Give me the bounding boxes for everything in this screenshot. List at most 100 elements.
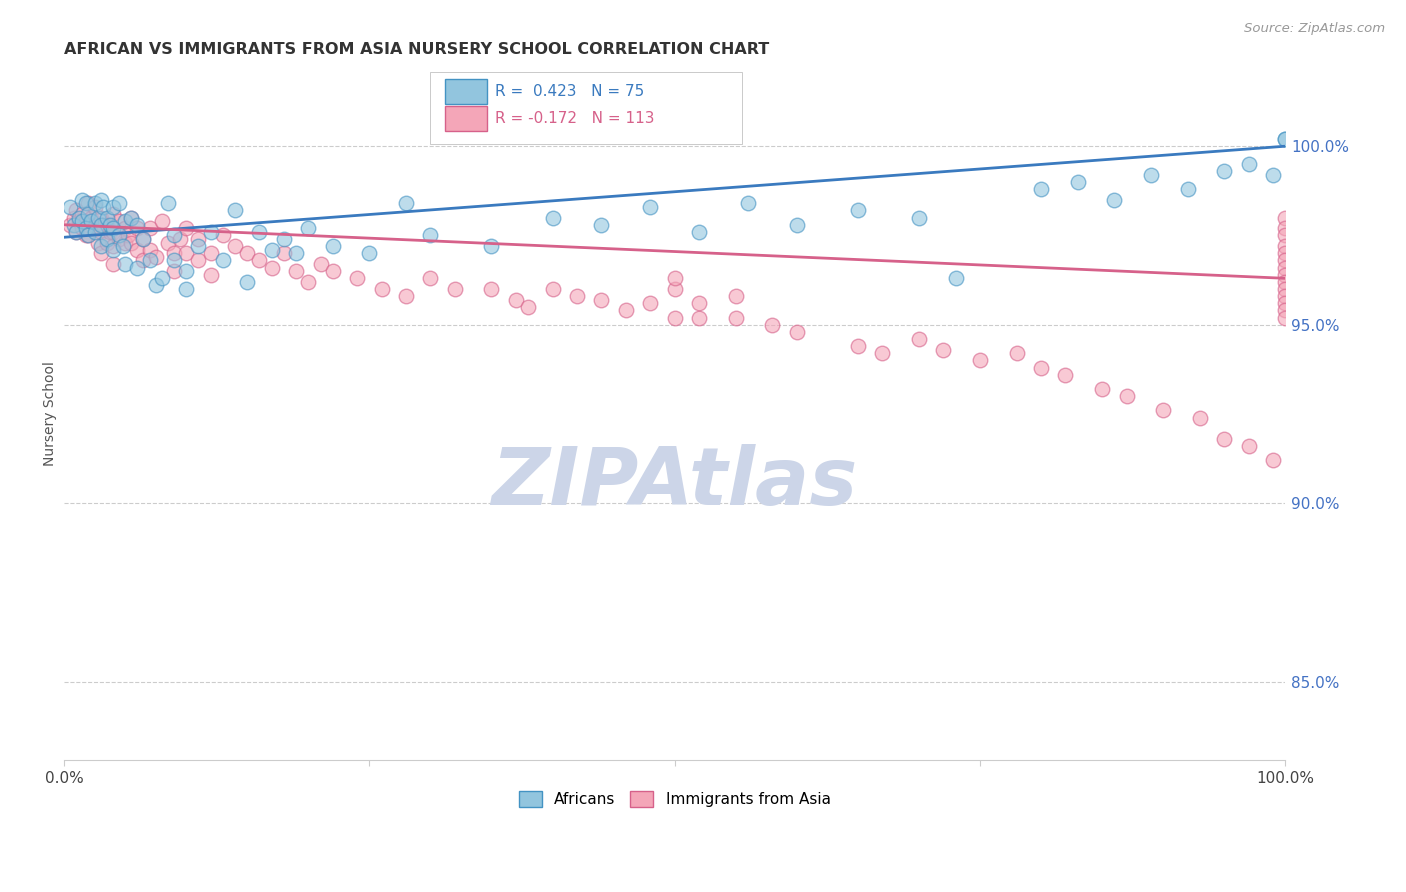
Point	[200, 225, 222, 239]
Text: R =  0.423   N = 75: R = 0.423 N = 75	[495, 85, 644, 99]
Point	[481, 282, 503, 296]
Point	[1274, 211, 1296, 225]
Point	[688, 296, 710, 310]
Point	[908, 332, 931, 346]
Point	[96, 235, 118, 250]
Point	[169, 232, 191, 246]
Legend: Africans, Immigrants from Asia: Africans, Immigrants from Asia	[510, 784, 838, 815]
Point	[114, 257, 136, 271]
Point	[664, 271, 686, 285]
Point	[96, 218, 118, 232]
Point	[297, 275, 319, 289]
Point	[1188, 410, 1211, 425]
Point	[77, 218, 100, 232]
Point	[395, 196, 418, 211]
Point	[77, 228, 100, 243]
Point	[150, 214, 173, 228]
Point	[163, 228, 186, 243]
Point	[761, 318, 783, 332]
Point	[187, 239, 209, 253]
Point	[737, 196, 759, 211]
Point	[1237, 439, 1260, 453]
Point	[101, 243, 124, 257]
Point	[1029, 182, 1052, 196]
Point	[156, 196, 179, 211]
Point	[127, 243, 149, 257]
Point	[138, 253, 160, 268]
Point	[75, 196, 97, 211]
Point	[77, 207, 100, 221]
Point	[211, 228, 233, 243]
Point	[67, 214, 90, 228]
Point	[1261, 453, 1284, 467]
Point	[63, 211, 86, 225]
Point	[163, 253, 186, 268]
Point	[688, 225, 710, 239]
Point	[83, 200, 105, 214]
Point	[481, 239, 503, 253]
Point	[249, 253, 271, 268]
Point	[1140, 168, 1163, 182]
Point	[1177, 182, 1199, 196]
Point	[1274, 282, 1296, 296]
Point	[932, 343, 955, 357]
Point	[1274, 228, 1296, 243]
Point	[419, 271, 441, 285]
Point	[1274, 275, 1296, 289]
Point	[59, 218, 82, 232]
Point	[63, 218, 86, 232]
Point	[91, 218, 114, 232]
FancyBboxPatch shape	[430, 72, 742, 144]
Point	[1274, 260, 1296, 275]
Point	[132, 253, 155, 268]
Point	[72, 193, 94, 207]
Point	[117, 228, 139, 243]
Point	[150, 271, 173, 285]
Point	[370, 282, 392, 296]
Point	[87, 235, 110, 250]
Point	[96, 232, 118, 246]
Point	[101, 257, 124, 271]
Point	[163, 246, 186, 260]
Point	[90, 246, 112, 260]
Point	[174, 221, 197, 235]
Point	[273, 232, 295, 246]
Point	[1066, 175, 1088, 189]
Point	[77, 228, 100, 243]
Point	[395, 289, 418, 303]
FancyBboxPatch shape	[446, 106, 486, 131]
Point	[565, 289, 588, 303]
Point	[1274, 253, 1296, 268]
Point	[211, 253, 233, 268]
Point	[1274, 132, 1296, 146]
Point	[1274, 289, 1296, 303]
Y-axis label: Nursery School: Nursery School	[44, 361, 58, 467]
Point	[724, 289, 747, 303]
Point	[260, 243, 283, 257]
Point	[101, 239, 124, 253]
Point	[359, 246, 381, 260]
Point	[120, 211, 142, 225]
Point	[1274, 296, 1296, 310]
Point	[108, 214, 131, 228]
Point	[1213, 164, 1236, 178]
Point	[1005, 346, 1028, 360]
Point	[75, 214, 97, 228]
Point	[72, 221, 94, 235]
Point	[505, 293, 527, 307]
Point	[322, 264, 344, 278]
Point	[664, 310, 686, 325]
Point	[65, 203, 87, 218]
Point	[67, 211, 90, 225]
Point	[1054, 368, 1077, 382]
Point	[1274, 221, 1296, 235]
Point	[108, 196, 131, 211]
Point	[77, 196, 100, 211]
Point	[72, 214, 94, 228]
Point	[101, 221, 124, 235]
Point	[346, 271, 368, 285]
Point	[96, 211, 118, 225]
Point	[65, 225, 87, 239]
Point	[127, 221, 149, 235]
Point	[187, 232, 209, 246]
